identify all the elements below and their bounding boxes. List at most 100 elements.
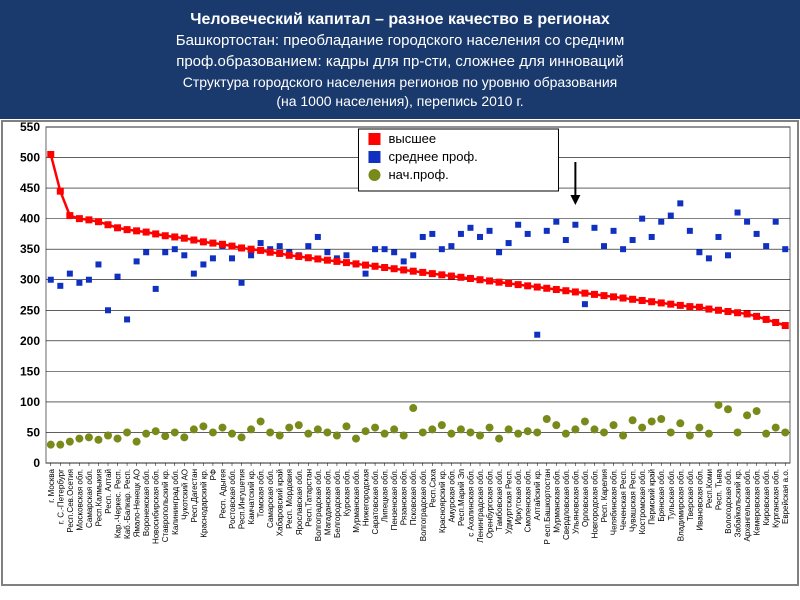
svg-text:Удмуртская Респ.: Удмуртская Респ. <box>505 469 514 534</box>
higher-point <box>238 244 245 251</box>
higher-point <box>648 298 655 305</box>
higher-point <box>85 216 92 223</box>
secondary-point <box>391 249 397 255</box>
higher-point <box>143 228 150 235</box>
svg-text:Респ. Алтай: Респ. Алтай <box>104 469 113 514</box>
secondary-point <box>487 227 493 233</box>
svg-text:Респ. Карелия: Респ. Карелия <box>600 469 609 522</box>
svg-text:Кемеровская обл.: Кемеровская обл. <box>753 469 762 535</box>
svg-text:Белгородская обл.: Белгородская обл. <box>333 469 342 538</box>
secondary-point <box>706 255 712 261</box>
secondary-point <box>601 243 607 249</box>
higher-point <box>696 303 703 310</box>
svg-text:Нижегородская: Нижегородская <box>362 469 371 526</box>
initial-point <box>743 411 751 419</box>
svg-text:300: 300 <box>20 272 40 286</box>
secondary-point <box>591 224 597 230</box>
higher-point <box>467 275 474 282</box>
initial-point <box>362 427 370 435</box>
svg-text:150: 150 <box>20 364 40 378</box>
initial-point <box>342 422 350 430</box>
secondary-point <box>76 279 82 285</box>
higher-point <box>438 271 445 278</box>
initial-point <box>447 429 455 437</box>
higher-point <box>744 310 751 317</box>
initial-point <box>104 431 112 439</box>
higher-point <box>505 279 512 286</box>
initial-point <box>276 431 284 439</box>
initial-point <box>438 421 446 429</box>
svg-text:Респ.Дагестан: Респ.Дагестан <box>190 469 199 523</box>
higher-point <box>515 281 522 288</box>
higher-point <box>190 236 197 243</box>
svg-text:Респ.Коми: Респ.Коми <box>705 469 714 508</box>
initial-point <box>56 440 64 448</box>
initial-point <box>66 437 74 445</box>
svg-text:Тамбовская обл.: Тамбовская обл. <box>495 469 504 531</box>
initial-point <box>381 429 389 437</box>
subtitle-2b: (на 1000 населения), перепись 2010 г. <box>12 93 788 111</box>
higher-point <box>639 296 646 303</box>
initial-point <box>304 429 312 437</box>
svg-text:Смоленская обл.: Смоленская обл. <box>524 469 533 532</box>
higher-point <box>343 259 350 266</box>
higher-point <box>162 232 169 239</box>
legend-marker <box>368 169 380 181</box>
svg-text:Новгородская обл.: Новгородская обл. <box>590 469 599 538</box>
secondary-point <box>363 270 369 276</box>
svg-text:Краснодарский кр.: Краснодарский кр. <box>199 469 208 538</box>
higher-point <box>295 253 302 260</box>
legend-marker <box>368 133 380 145</box>
initial-point <box>734 428 742 436</box>
svg-text:Респ.Калмыкия: Респ.Калмыкия <box>94 469 103 526</box>
svg-text:Свердловская обл.: Свердловская обл. <box>562 469 571 540</box>
svg-text:Хабаровский край: Хабаровский край <box>276 469 285 536</box>
initial-point <box>314 425 322 433</box>
svg-text:Новосибирская обл.: Новосибирская обл. <box>152 469 161 544</box>
secondary-point <box>401 258 407 264</box>
svg-text:Оренбургская обл.: Оренбургская обл. <box>486 469 495 538</box>
svg-text:Кировская обл.: Кировская обл. <box>762 469 771 525</box>
initial-point <box>505 425 513 433</box>
secondary-point <box>477 233 483 239</box>
secondary-point <box>67 270 73 276</box>
higher-point <box>362 261 369 268</box>
initial-point <box>47 440 55 448</box>
secondary-point <box>305 243 311 249</box>
initial-point <box>524 427 532 435</box>
higher-point <box>524 282 531 289</box>
higher-point <box>152 230 159 237</box>
higher-point <box>47 150 54 157</box>
svg-text:Респ.Татарстан: Респ.Татарстан <box>304 469 313 527</box>
initial-point <box>695 423 703 431</box>
svg-text:Мурманская обл.: Мурманская обл. <box>352 469 361 533</box>
secondary-point <box>258 240 264 246</box>
higher-point <box>410 267 417 274</box>
secondary-point <box>658 218 664 224</box>
secondary-point <box>677 200 683 206</box>
svg-text:Чукотский АО: Чукотский АО <box>180 469 189 520</box>
secondary-point <box>324 249 330 255</box>
subtitle-1b: проф.образованием: кадры для пр-сти, сло… <box>12 53 788 72</box>
svg-text:Самарская обл.: Самарская обл. <box>266 469 275 528</box>
initial-point <box>371 423 379 431</box>
higher-point <box>620 294 627 301</box>
higher-point <box>95 218 102 225</box>
initial-point <box>619 431 627 439</box>
svg-text:Волгоградская обл.: Волгоградская обл. <box>314 469 323 541</box>
initial-point <box>686 431 694 439</box>
secondary-point <box>496 249 502 255</box>
svg-text:500: 500 <box>20 150 40 164</box>
svg-text:г. Москва: г. Москва <box>47 468 56 502</box>
secondary-point <box>687 227 693 233</box>
higher-point <box>562 287 569 294</box>
higher-point <box>753 312 760 319</box>
secondary-point <box>191 270 197 276</box>
secondary-point <box>153 285 159 291</box>
initial-point <box>571 425 579 433</box>
initial-point <box>171 428 179 436</box>
svg-text:Респ.Марий Эл: Респ.Марий Эл <box>457 468 466 525</box>
higher-point <box>477 276 484 283</box>
higher-point <box>66 212 73 219</box>
initial-point <box>228 429 236 437</box>
